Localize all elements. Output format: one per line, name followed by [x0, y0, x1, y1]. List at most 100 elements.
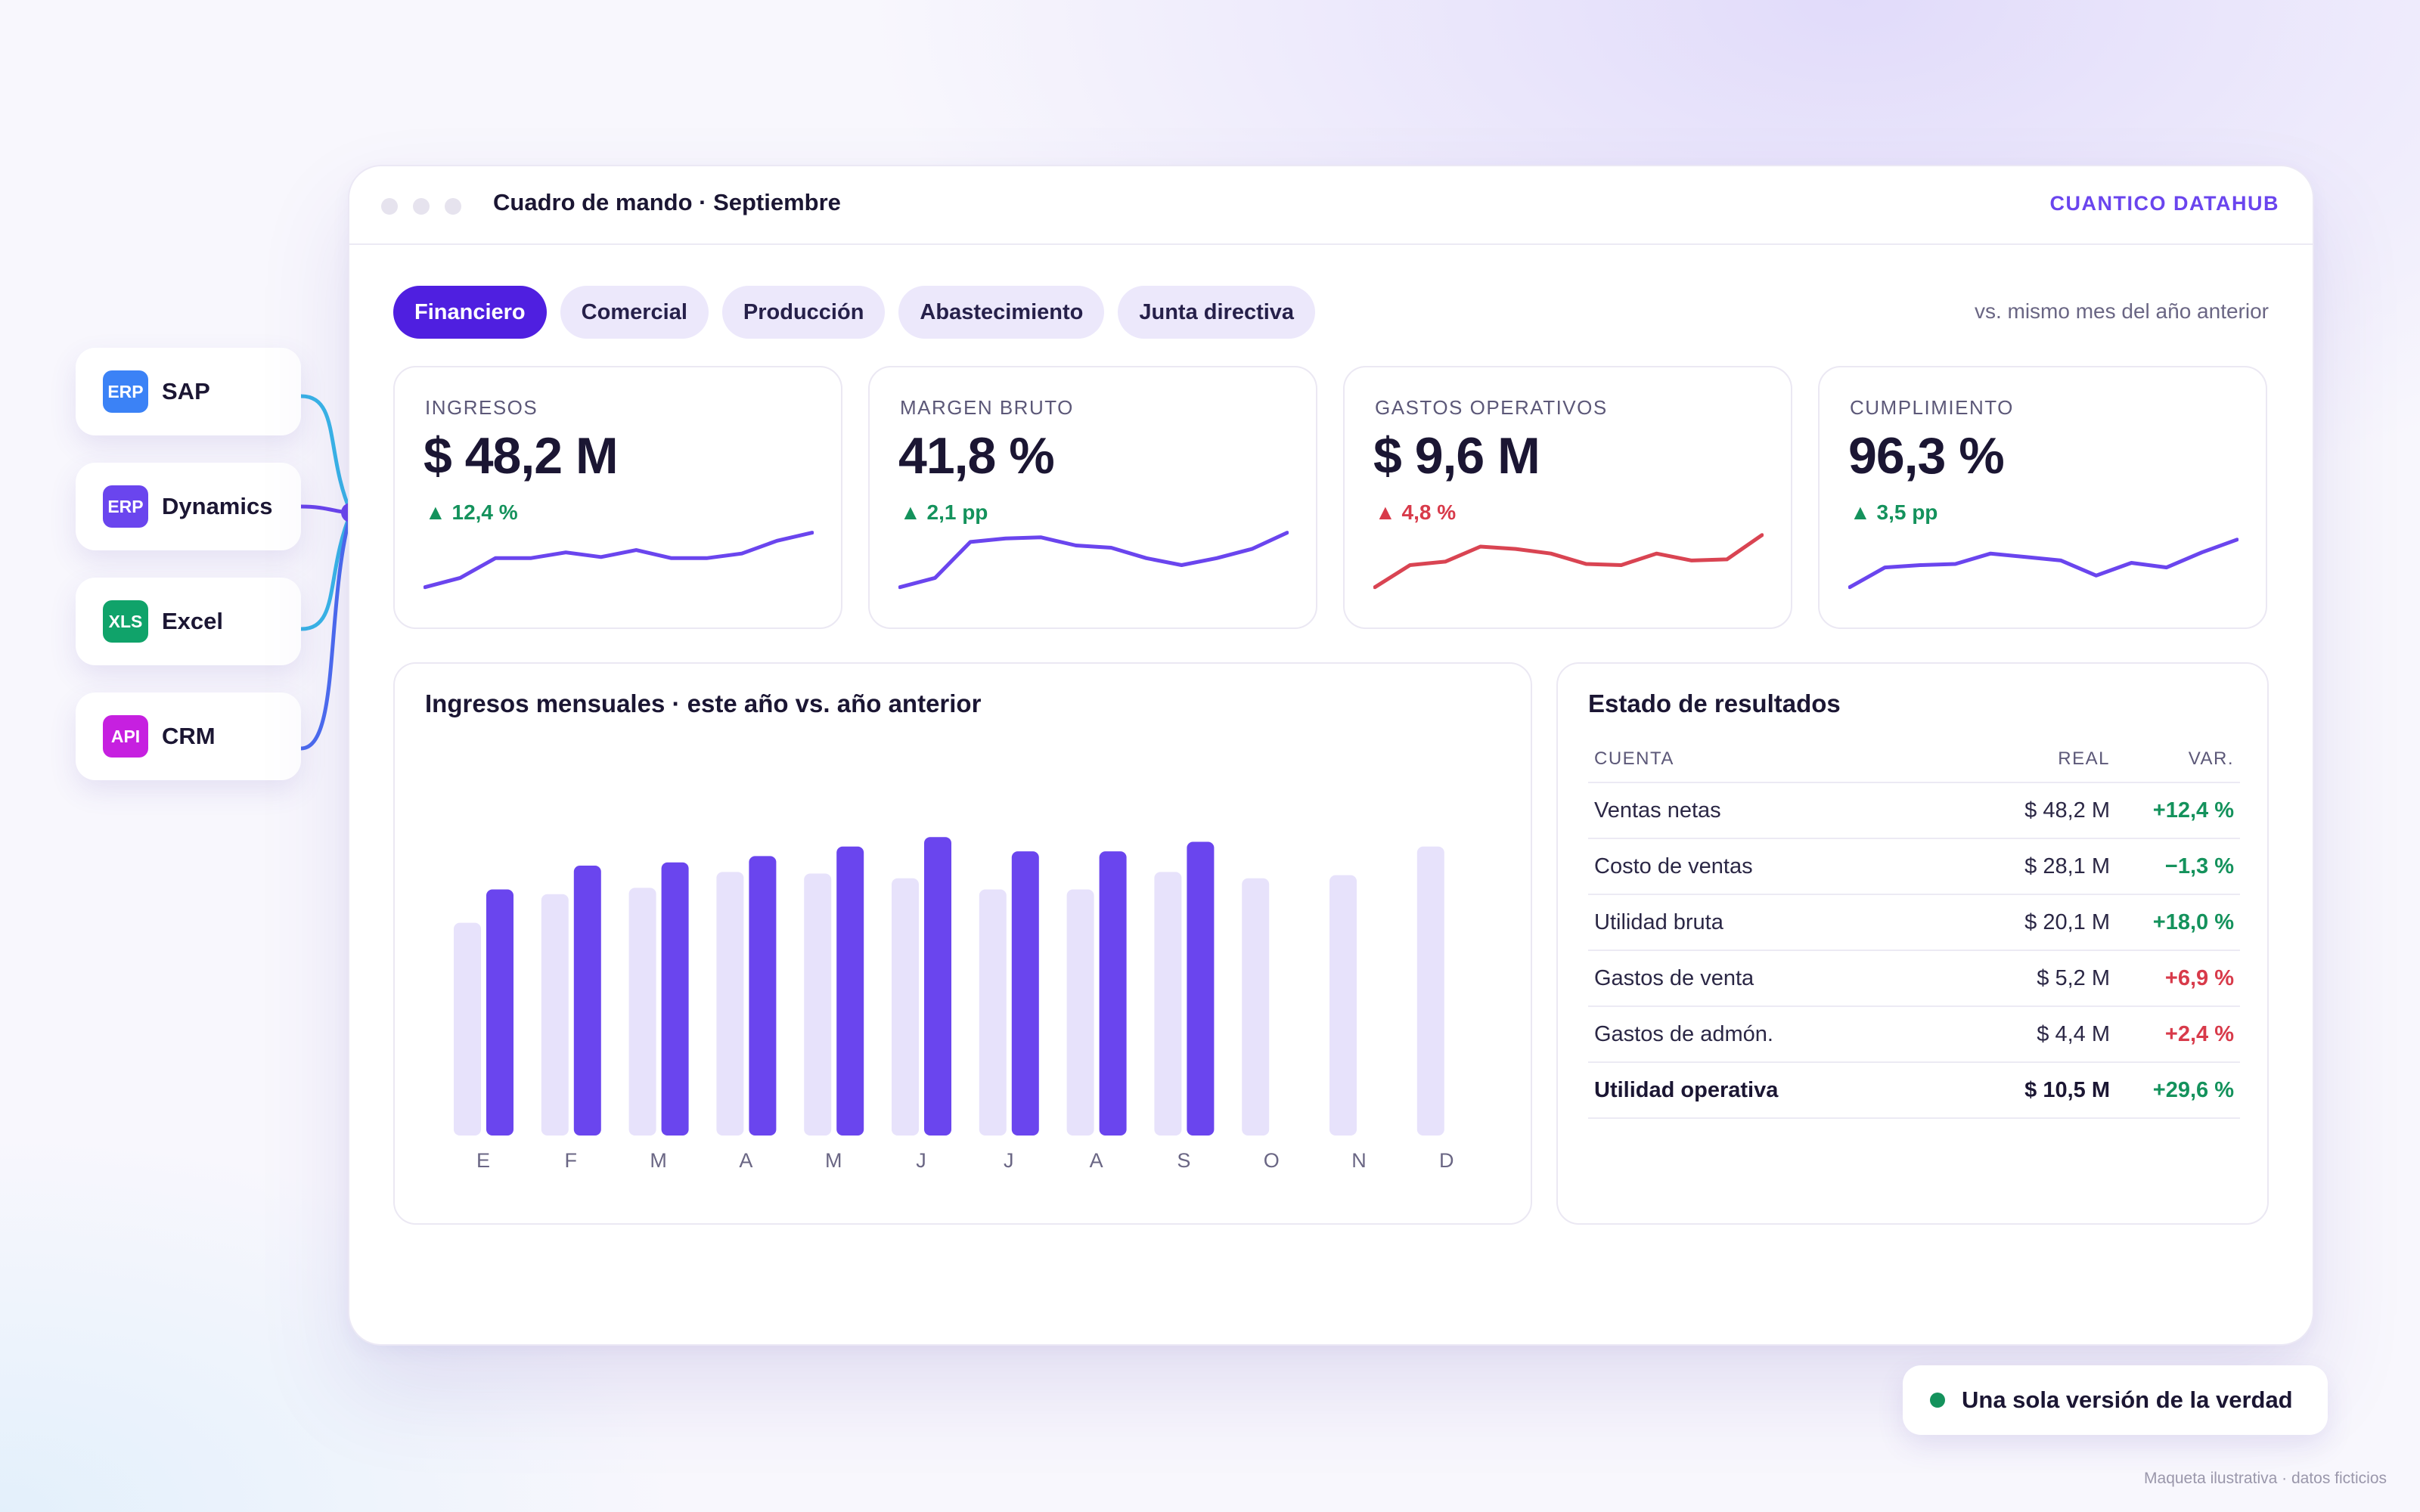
bar-prior-year	[1416, 846, 1444, 1136]
x-tick-label: A	[1090, 1149, 1105, 1172]
kpi-delta: ▲ 2,1 pp	[900, 500, 988, 524]
real-cell: $ 4,4 M	[2037, 1021, 2110, 1046]
column-header: REAL	[2058, 748, 2110, 769]
title-bar: Cuadro de mando · Septiembre CUANTICO DA…	[349, 166, 2313, 245]
kpi-card-gastos-operativos: GASTOS OPERATIVOS $ 9,6 M ▲ 4,8 %	[1343, 366, 1792, 629]
window-dot-icon	[413, 198, 430, 215]
real-cell: $ 20,1 M	[2024, 909, 2110, 934]
tab-comercial[interactable]: Comercial	[560, 286, 709, 339]
erp-badge-icon: ERP	[103, 370, 148, 413]
account-cell: Ventas netas	[1594, 798, 1721, 823]
revenue-chart-panel: E F M A M J J A S O N D Ingresos mensuales · este a…	[393, 662, 1532, 1225]
kpi-label: INGRESOS	[425, 396, 538, 419]
footnote: Maqueta ilustrativa · datos ficticios	[2144, 1470, 2387, 1487]
bar-prior-year	[1066, 889, 1094, 1136]
table-row: Gastos de venta $ 5,2 M +6,9 %	[1588, 951, 2240, 1007]
tab-abastecimiento[interactable]: Abastecimiento	[898, 286, 1105, 339]
bar-prior-year	[716, 872, 744, 1136]
dashboard-window: Cuadro de mando · Septiembre CUANTICO DA…	[348, 165, 2314, 1346]
income-statement-table: CUENTA REAL VAR. Ventas netas $ 48,2 M +12…	[1588, 736, 2240, 1119]
income-statement-panel: Estado de resultados CUENTA REAL VAR. Ve…	[1556, 662, 2269, 1225]
bar-current-year	[924, 837, 951, 1136]
bar-prior-year	[804, 873, 832, 1136]
real-cell: $ 5,2 M	[2037, 965, 2110, 990]
source-excel[interactable]: XLS Excel	[76, 578, 301, 665]
bar-prior-year	[1154, 872, 1182, 1136]
window-dot-icon	[445, 198, 461, 215]
kpi-delta: ▲ 12,4 %	[425, 500, 518, 524]
kpi-sparkline	[1373, 533, 1764, 590]
erp-badge-icon: ERP	[103, 485, 148, 528]
column-header: VAR.	[2188, 748, 2234, 769]
kpi-sparkline	[424, 531, 814, 590]
window-dot-icon	[381, 198, 398, 215]
bar-current-year	[836, 846, 864, 1136]
x-tick-label: N	[1351, 1149, 1368, 1172]
source-dynamics[interactable]: ERP Dynamics	[76, 463, 301, 550]
table-row: Utilidad operativa $ 10,5 M +29,6 %	[1588, 1063, 2240, 1119]
source-name: CRM	[162, 723, 216, 749]
xls-badge-icon: XLS	[103, 600, 148, 643]
kpi-label: CUMPLIMIENTO	[1850, 396, 2014, 419]
single-source-badge: Una sola versión de la verdad	[1903, 1365, 2328, 1435]
real-cell: $ 10,5 M	[2024, 1077, 2110, 1102]
variance-cell: +2,4 %	[2164, 1021, 2234, 1046]
account-cell: Utilidad operativa	[1594, 1077, 1779, 1102]
tab-bar: Financiero Comercial Producción Abasteci…	[393, 286, 1316, 339]
bar-prior-year	[628, 888, 656, 1136]
x-tick-label: O	[1264, 1149, 1281, 1172]
variance-cell: +29,6 %	[2152, 1077, 2234, 1102]
real-cell: $ 28,1 M	[2024, 854, 2110, 878]
table-row: Costo de ventas $ 28,1 M −1,3 %	[1588, 839, 2240, 895]
variance-cell: −1,3 %	[2164, 854, 2234, 878]
bar-prior-year	[454, 922, 481, 1136]
kpi-card-ingresos: INGRESOS $ 48,2 M ▲ 12,4 %	[393, 366, 842, 629]
variance-cell: +12,4 %	[2152, 798, 2234, 823]
comparison-note: vs. mismo mes del año anterior	[1974, 299, 2269, 323]
variance-cell: +6,9 %	[2164, 965, 2234, 990]
tab-financiero[interactable]: Financiero	[393, 286, 547, 339]
x-tick-label: E	[476, 1149, 492, 1172]
tab-produccion[interactable]: Producción	[721, 286, 886, 339]
account-cell: Gastos de admón.	[1594, 1021, 1773, 1046]
bar-current-year	[661, 862, 689, 1136]
table-row: Utilidad bruta $ 20,1 M +18,0 %	[1588, 895, 2240, 951]
kpi-sparkline	[898, 531, 1289, 590]
x-tick-label: S	[1177, 1149, 1192, 1172]
account-cell: Costo de ventas	[1594, 854, 1753, 878]
source-crm[interactable]: API CRM	[76, 692, 301, 780]
single-source-text: Una sola versión de la verdad	[1962, 1387, 2293, 1413]
kpi-value: 96,3 %	[1848, 427, 2005, 485]
bar-prior-year	[1329, 875, 1357, 1136]
x-tick-label: F	[565, 1149, 579, 1172]
kpi-card-margen-bruto: MARGEN BRUTO 41,8 % ▲ 2,1 pp	[868, 366, 1317, 629]
tab-junta-directiva[interactable]: Junta directiva	[1118, 286, 1316, 339]
kpi-value: $ 9,6 M	[1373, 427, 1540, 485]
bar-current-year	[1011, 851, 1039, 1136]
real-cell: $ 48,2 M	[2024, 798, 2110, 823]
sparkline-path	[1373, 533, 1764, 590]
window-title: Cuadro de mando · Septiembre	[493, 189, 841, 215]
table-header: CUENTA REAL VAR.	[1588, 736, 2240, 783]
kpi-card-cumplimiento: CUMPLIMIENTO 96,3 % ▲ 3,5 pp	[1818, 366, 2267, 629]
source-sap[interactable]: ERP SAP	[76, 348, 301, 435]
bar-current-year	[749, 856, 777, 1136]
kpi-value: $ 48,2 M	[424, 427, 619, 485]
source-name: Excel	[162, 608, 224, 634]
status-dot-icon	[1930, 1393, 1945, 1408]
kpi-delta: ▲ 3,5 pp	[1850, 500, 1938, 524]
source-name: SAP	[162, 378, 210, 404]
x-tick-label: M	[825, 1149, 844, 1172]
account-cell: Gastos de venta	[1594, 965, 1754, 990]
source-name: Dynamics	[162, 493, 273, 519]
x-tick-label: D	[1439, 1149, 1456, 1172]
api-badge-icon: API	[103, 715, 148, 758]
account-cell: Utilidad bruta	[1594, 909, 1723, 934]
bar-prior-year	[541, 894, 569, 1136]
bar-current-year	[1099, 851, 1127, 1136]
bar-current-year	[573, 866, 601, 1136]
column-header: CUENTA	[1594, 748, 1674, 769]
x-tick-label: J	[1004, 1149, 1016, 1172]
bar-current-year	[1187, 841, 1215, 1136]
